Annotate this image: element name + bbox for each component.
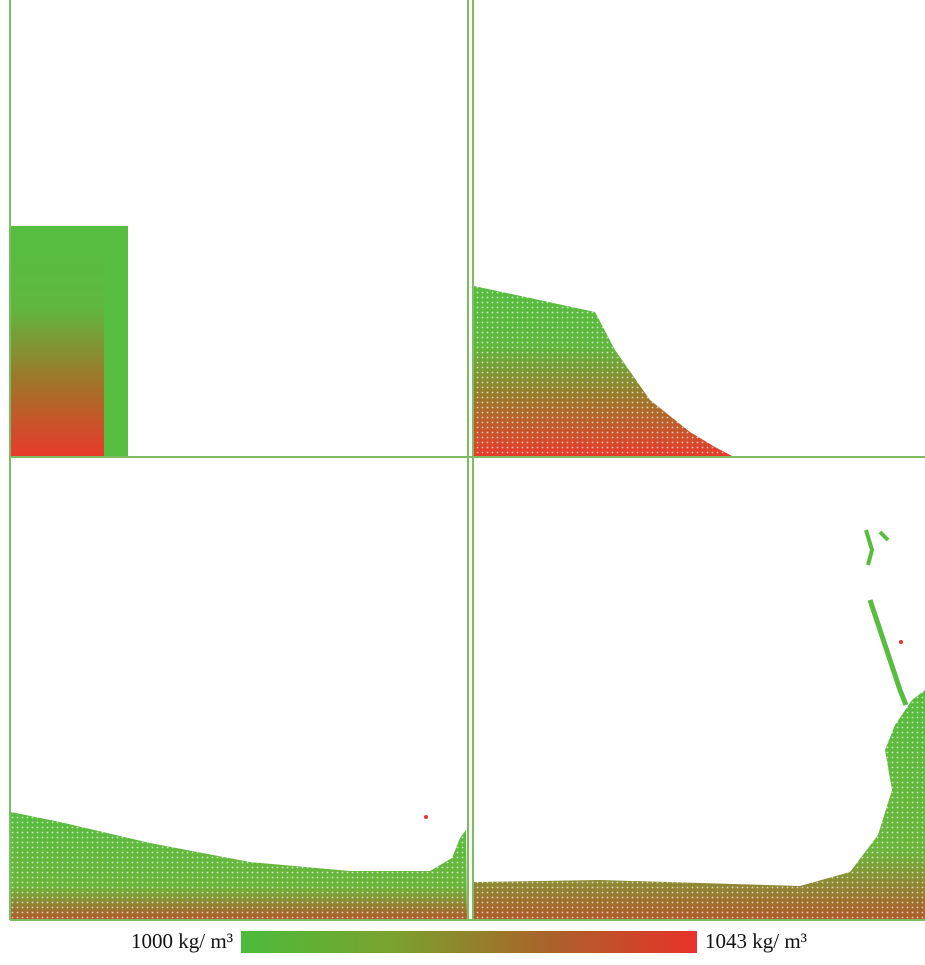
colorbar (241, 931, 697, 953)
colorbar-min-label: 1000 kg/ m³ (131, 929, 233, 953)
panel-spread (11, 812, 467, 919)
panel-frames (10, 0, 925, 920)
colorbar-max-label: 1043 kg/ m³ (705, 929, 807, 953)
figure: 1000 kg/ m³ 1043 kg/ m³ (0, 0, 925, 965)
panel-initial (11, 226, 128, 456)
panel-runup (474, 530, 925, 919)
panel-collapse (474, 286, 732, 456)
page: 1000 kg/ m³ 1043 kg/ m³ (() => { const d… (0, 0, 925, 965)
